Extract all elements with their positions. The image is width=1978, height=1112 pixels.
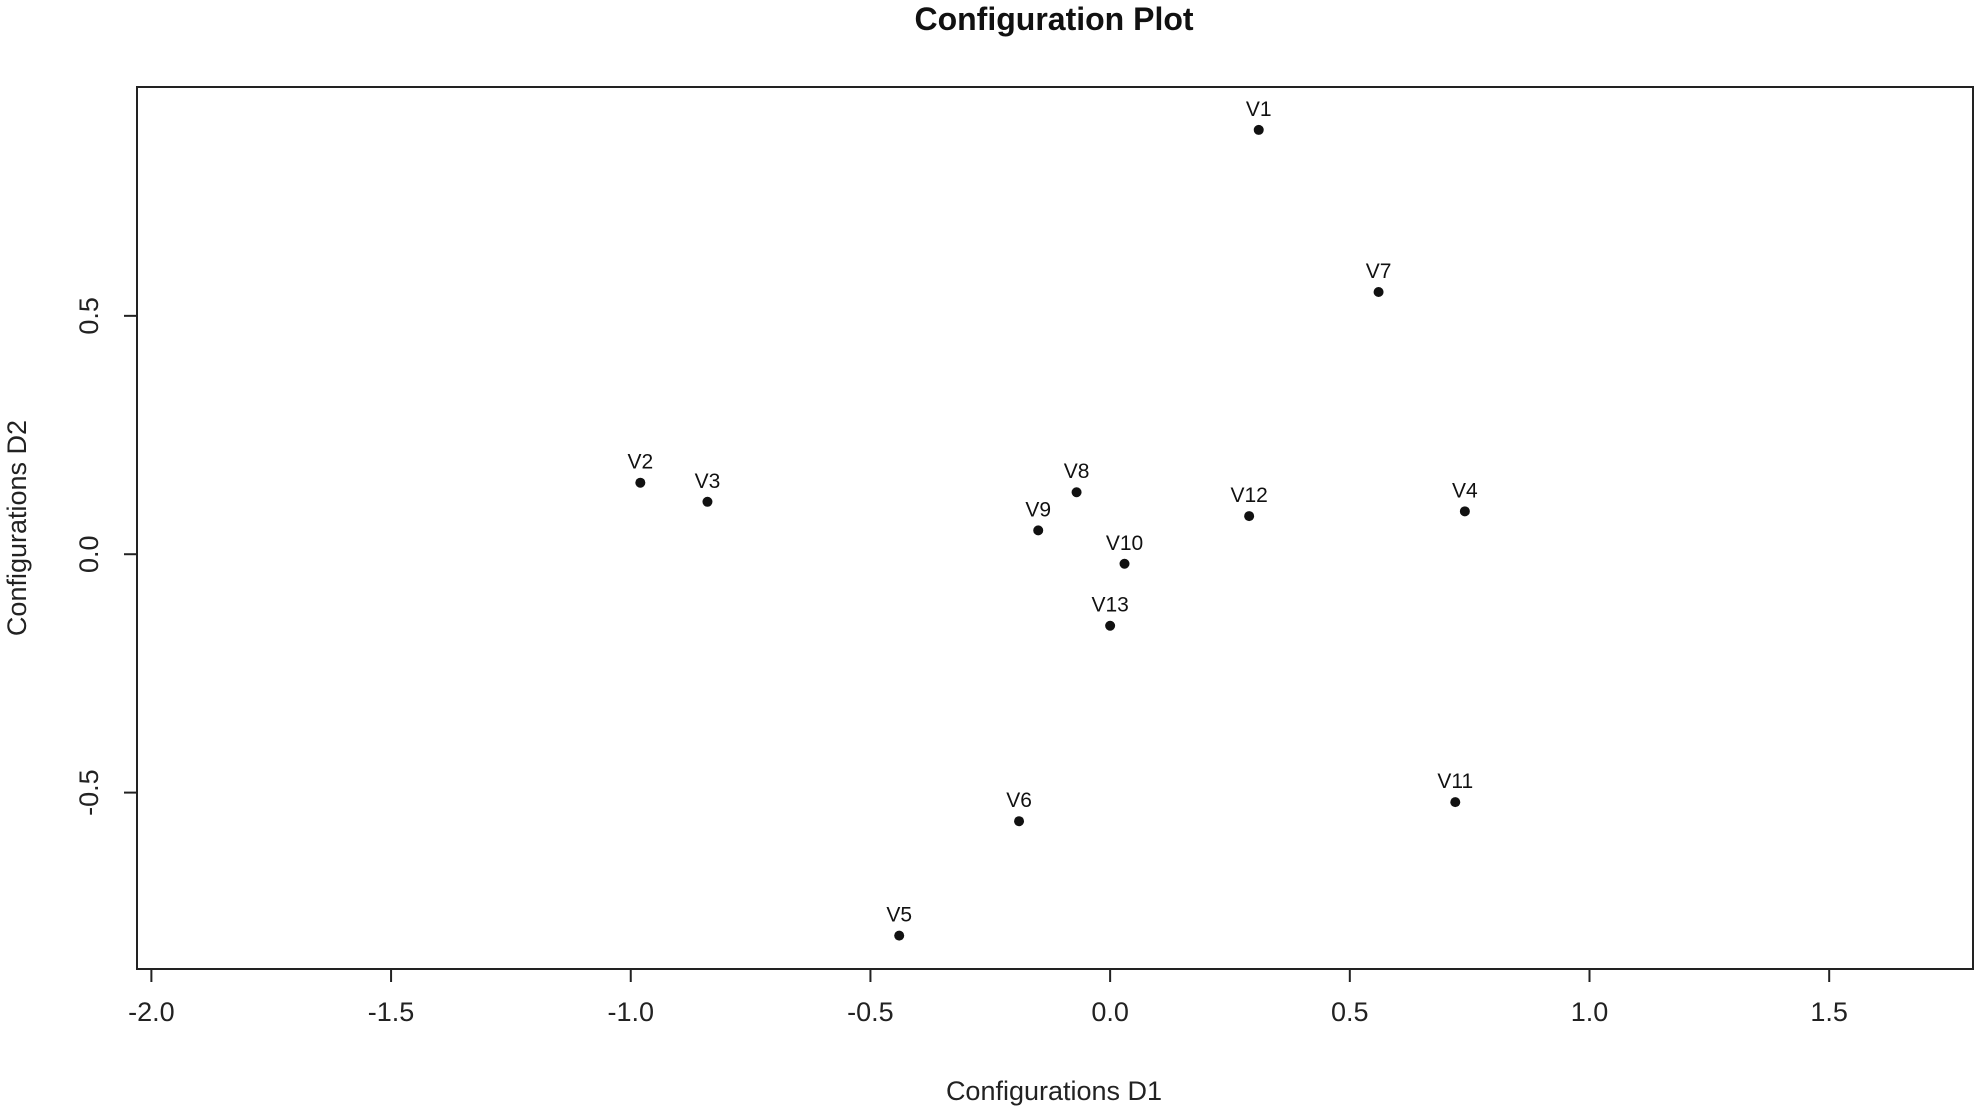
data-point-v6 <box>1014 816 1025 827</box>
point-label-v4: V4 <box>1452 479 1478 502</box>
point-label-v13: V13 <box>1091 594 1128 617</box>
x-tick-label: -2.0 <box>128 997 175 1027</box>
point-label-v1: V1 <box>1246 98 1272 121</box>
data-point-v4 <box>1459 506 1470 517</box>
data-point-v8 <box>1071 487 1082 498</box>
y-tick-label: 0.0 <box>74 535 104 573</box>
point-label-v6: V6 <box>1006 789 1032 812</box>
y-tick-label: -0.5 <box>74 769 104 816</box>
y-axis-label: Configurations D2 <box>2 420 32 636</box>
x-tick-label: 0.0 <box>1091 997 1129 1027</box>
point-label-v8: V8 <box>1064 460 1090 483</box>
point-label-v5: V5 <box>886 904 912 927</box>
data-point-v3 <box>702 496 713 507</box>
y-tick-label: 0.5 <box>74 297 104 335</box>
data-point-v7 <box>1373 287 1384 298</box>
x-tick-label: 0.5 <box>1331 997 1369 1027</box>
x-tick-label: -1.0 <box>607 997 654 1027</box>
point-label-v12: V12 <box>1230 484 1267 507</box>
point-label-v7: V7 <box>1366 260 1392 283</box>
x-tick-label: 1.0 <box>1571 997 1609 1027</box>
data-point-v13 <box>1105 620 1116 631</box>
point-label-v11: V11 <box>1437 770 1473 793</box>
plot-frame <box>136 86 1974 970</box>
point-label-v2: V2 <box>627 451 653 474</box>
data-point-v11 <box>1450 797 1461 808</box>
x-tick-label: -1.5 <box>368 997 415 1027</box>
data-point-v5 <box>894 930 905 941</box>
x-tick-label: 1.5 <box>1810 997 1848 1027</box>
y-axis: -0.5 0.0 0.5 <box>74 297 138 816</box>
chart-title: Configuration Plot <box>914 1 1193 37</box>
data-point-v9 <box>1033 525 1044 536</box>
data-point-v10 <box>1119 558 1130 569</box>
data-point-v12 <box>1244 511 1255 522</box>
point-label-v10: V10 <box>1106 532 1143 555</box>
x-axis: -2.0 -1.5 -1.0 -0.5 0.0 0.5 1.0 1.5 <box>128 968 1848 1027</box>
x-tick-label: -0.5 <box>847 997 894 1027</box>
data-point-v1 <box>1253 124 1264 135</box>
point-label-v9: V9 <box>1025 498 1051 521</box>
points-layer: V1 V2 V3 V4 V5 V6 V7 V8 V9 V10 V11 V12 V13 <box>627 98 1478 941</box>
point-label-v3: V3 <box>695 470 721 493</box>
x-axis-label: Configurations D1 <box>946 1076 1162 1106</box>
data-point-v2 <box>635 477 646 488</box>
